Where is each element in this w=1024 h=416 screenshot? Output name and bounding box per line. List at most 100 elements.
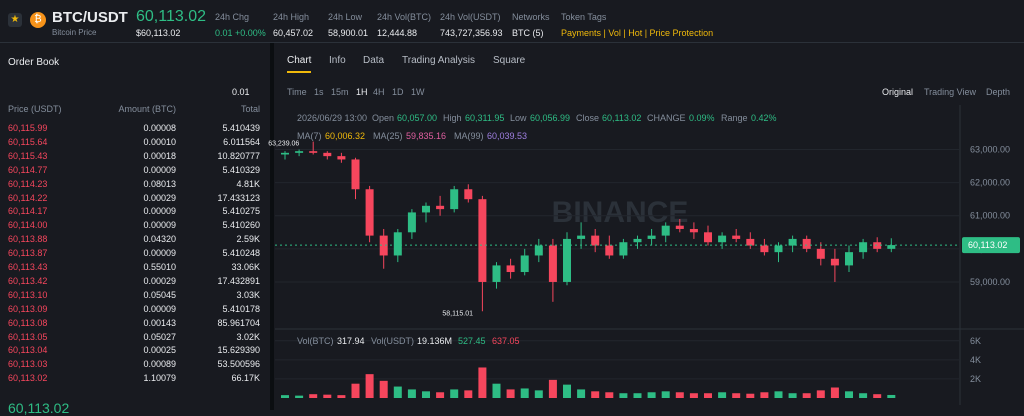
volume-bar xyxy=(802,393,811,398)
interval-button[interactable]: 15m xyxy=(331,87,349,97)
candle-body xyxy=(422,205,430,213)
ask-price: 60,113.88 xyxy=(8,234,48,245)
ask-price: 60,115.99 xyxy=(8,123,48,133)
candle-body xyxy=(478,199,487,282)
volume-bar xyxy=(760,392,769,398)
candle-body xyxy=(704,232,712,243)
chart-tab[interactable]: Info xyxy=(329,55,346,66)
ask-price: 60,115.43 xyxy=(8,150,48,161)
candle-body xyxy=(407,212,416,233)
volume-bar xyxy=(506,389,515,398)
stat-label: 24h Vol(USDT) xyxy=(440,12,501,22)
ask-amount: 0.00018 xyxy=(143,150,176,161)
stat-value: 0.01 +0.00% xyxy=(215,28,266,38)
volume-bar xyxy=(746,393,755,398)
ask-amount: 0.55010 xyxy=(143,262,176,272)
stat-value: 60,457.02 xyxy=(273,28,314,38)
ask-price: 60,113.04 xyxy=(8,345,48,356)
header: ★ ₿ xyxy=(0,0,1024,43)
high-annotation: 63,239.06 xyxy=(268,141,299,148)
interval-button[interactable]: 1H xyxy=(356,87,368,97)
ask-amount: 0.00009 xyxy=(143,248,176,259)
interval-button[interactable]: 1s xyxy=(314,87,324,97)
ask-total: 3.02K xyxy=(236,331,260,342)
current-price-label: 60,113.02 xyxy=(968,240,1007,250)
candle-body xyxy=(633,238,642,243)
view-button[interactable]: Trading View xyxy=(924,87,977,97)
ohlc-label: High xyxy=(443,113,462,123)
vol-value: 317.94 xyxy=(337,336,365,346)
stat-value: 12,444.88 xyxy=(377,28,418,38)
interval-button[interactable]: 1D xyxy=(392,87,404,97)
volume-bar xyxy=(534,390,543,398)
interval-button[interactable]: 1W xyxy=(411,87,425,97)
ask-amount: 0.00009 xyxy=(143,164,176,175)
interval-button[interactable]: Time xyxy=(287,87,307,97)
ask-price: 60,114.77 xyxy=(8,164,48,175)
candle-body xyxy=(450,189,459,210)
ma-label: MA(25) xyxy=(373,131,403,141)
chart-tab[interactable]: Data xyxy=(363,55,385,66)
volume-bar xyxy=(309,394,318,398)
ask-amount: 0.00143 xyxy=(143,317,176,328)
candle-body xyxy=(295,151,304,153)
ohlc-value: 60,113.02 xyxy=(602,113,642,123)
tick-size[interactable]: 0.01 xyxy=(232,87,250,97)
candle-body xyxy=(774,245,783,253)
chart-tab[interactable]: Chart xyxy=(287,55,312,66)
view-button[interactable]: Original xyxy=(882,87,914,97)
column-header: Amount (BTC) xyxy=(118,104,176,114)
ohlc-label: Low xyxy=(510,113,527,123)
ask-price: 60,114.23 xyxy=(8,178,48,189)
vol-value: 527.45 xyxy=(458,336,486,346)
candle-body xyxy=(309,151,318,153)
stat-label: Networks xyxy=(512,12,550,22)
ask-price: 60,114.22 xyxy=(8,192,48,203)
ask-amount: 0.00025 xyxy=(143,345,176,356)
coin-name: Bitcoin Price xyxy=(52,28,97,37)
volume-bar xyxy=(365,374,374,398)
candle-body xyxy=(337,156,346,160)
candle-body xyxy=(845,252,853,266)
volume-bar xyxy=(647,392,656,398)
ask-price: 60,113.10 xyxy=(8,289,48,300)
volume-bar xyxy=(633,393,642,398)
candle-body xyxy=(323,152,332,157)
chart-tab[interactable]: Trading Analysis xyxy=(402,55,475,66)
price-axis-label: 61,000.00 xyxy=(970,211,1010,221)
ask-total: 2.59K xyxy=(236,234,260,245)
stat-label: 24h Vol(BTC) xyxy=(377,12,432,22)
candle-body xyxy=(281,152,289,155)
low-annotation: 58,115.01 xyxy=(442,310,473,317)
volume-bar xyxy=(323,394,332,398)
volume-bar xyxy=(563,384,571,398)
candle-body xyxy=(464,189,473,200)
favorite-button[interactable]: ★ xyxy=(8,13,22,27)
ask-price: 60,114.00 xyxy=(8,220,48,231)
view-button[interactable]: Depth xyxy=(986,87,1011,97)
ask-amount: 0.00008 xyxy=(143,123,176,133)
ohlc-value: 0.42% xyxy=(751,113,777,123)
chart-tab[interactable]: Square xyxy=(493,55,526,66)
ohlc-label: Open xyxy=(372,113,395,123)
ask-amount: 0.00009 xyxy=(143,303,176,314)
ask-total: 5.410329 xyxy=(222,164,260,175)
interval-button[interactable]: 4H xyxy=(373,87,385,97)
candle-body xyxy=(760,245,769,253)
ohlc-value: 0.09% xyxy=(689,113,715,123)
last-price: 60,113.02 xyxy=(136,8,206,25)
ask-total: 5.410260 xyxy=(222,220,260,231)
volume-bar xyxy=(873,394,882,398)
volume-bar xyxy=(351,383,360,398)
stat-label: 24h Chg xyxy=(215,12,250,22)
volume-bar xyxy=(492,383,501,398)
volume-bar xyxy=(577,389,586,398)
ma-value: 59,835.16 xyxy=(406,131,447,141)
ask-amount: 0.00009 xyxy=(143,206,176,217)
candle-date: 2026/06/29 13:00 xyxy=(297,113,368,123)
ask-amount: 0.00089 xyxy=(143,359,176,370)
coin-icon: ₿ xyxy=(30,12,46,28)
ask-amount: 0.00010 xyxy=(143,136,176,147)
ask-amount: 0.05027 xyxy=(143,331,176,342)
stat-value: BTC (5) xyxy=(512,28,544,38)
